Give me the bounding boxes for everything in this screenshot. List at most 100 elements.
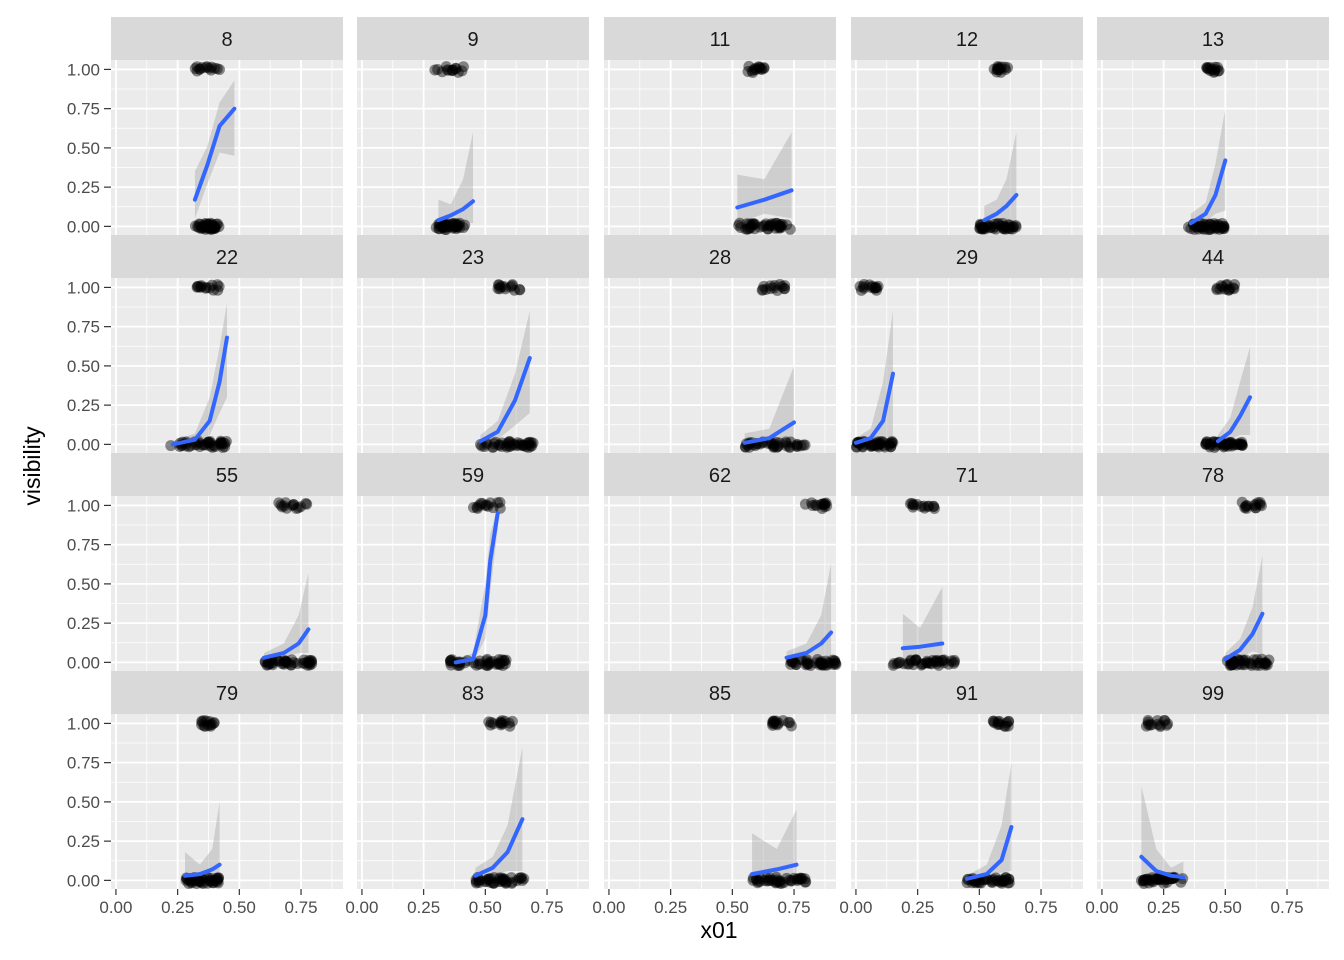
data-point [1239,657,1251,669]
data-point [888,658,900,670]
data-point [204,282,216,294]
fit-line [1215,395,1252,444]
data-point [1217,223,1229,235]
data-point [479,876,491,888]
data-point [915,659,927,671]
data-point [1204,439,1216,451]
data-point [1211,61,1223,73]
data-point [481,659,493,671]
data-point [471,502,483,514]
data-point [799,876,811,888]
fit-line [473,817,525,878]
data-point [484,497,496,509]
data-point [522,439,534,451]
data-point [205,217,217,229]
data-point [209,62,221,74]
data-point [975,877,987,889]
data-point [773,717,785,729]
data-point [866,440,878,452]
data-point [451,218,463,230]
data-point [206,61,218,73]
data-point [1000,872,1012,884]
data-point [1220,279,1232,291]
data-point [452,220,464,232]
data-point [991,875,1003,887]
data-point [1230,659,1242,671]
data-point [815,498,827,510]
data-point [908,499,920,511]
data-point [755,63,767,75]
data-point [194,875,206,887]
data-point [1204,65,1216,77]
data-point [498,875,510,887]
y-tick-label: 0.50 [67,793,100,812]
fit-line [436,199,475,223]
data-point [212,284,224,296]
data-point [273,655,285,667]
data-point [987,876,999,888]
y-axis-title: visibility [19,426,45,506]
data-point [781,219,793,231]
data-point [433,220,445,232]
data-point [742,223,754,235]
data-point [922,657,934,669]
data-point [928,503,940,515]
data-point [303,656,315,668]
data-point [760,284,772,296]
data-point [1233,655,1245,667]
data-point [1238,655,1250,667]
data-point [494,283,506,295]
data-point [213,63,225,75]
data-point [1233,654,1245,666]
data-point [1222,438,1234,450]
data-point [943,658,955,670]
data-point [1251,654,1263,666]
data-point [768,440,780,452]
data-point [494,873,506,885]
data-point [481,655,493,667]
data-point [883,439,895,451]
data-point [1208,436,1220,448]
data-point [996,877,1008,889]
data-point [191,65,203,77]
data-point [454,221,466,233]
data-point [432,63,444,75]
facet-panel-55: 55 [111,453,343,671]
data-point [188,874,200,886]
y-tick-label: 0.25 [67,396,100,415]
facet-strip-label: 71 [956,465,978,487]
data-point [784,442,796,454]
data-point [456,65,468,77]
data-point [998,875,1010,887]
data-point [199,218,211,230]
data-point [768,218,780,230]
x-tick-label: 0.50 [469,898,502,917]
data-point [760,218,772,230]
data-point [208,440,220,452]
data-point [439,218,451,230]
data-point [910,654,922,666]
panels-layer: 8 9 11 12 13 22 23 28 29 44 55 59 62 71 78 79 83 85 91 99 [111,17,1329,889]
data-point [1200,438,1212,450]
data-point [265,658,277,670]
data-point [769,280,781,292]
data-point [894,656,906,668]
data-point [772,876,784,888]
data-point [764,874,776,886]
data-point [292,502,304,514]
data-point [806,497,818,509]
data-point [472,658,484,670]
data-point [306,658,318,670]
data-point [295,501,307,513]
data-point [871,282,883,294]
data-point [1003,715,1015,727]
data-point [756,284,768,296]
data-point [772,719,784,731]
y-tick-label: 1.00 [67,278,100,297]
data-point [870,284,882,296]
data-point [1203,219,1215,231]
data-point [764,280,776,292]
data-point [817,658,829,670]
data-point [209,222,221,234]
data-point [479,500,491,512]
